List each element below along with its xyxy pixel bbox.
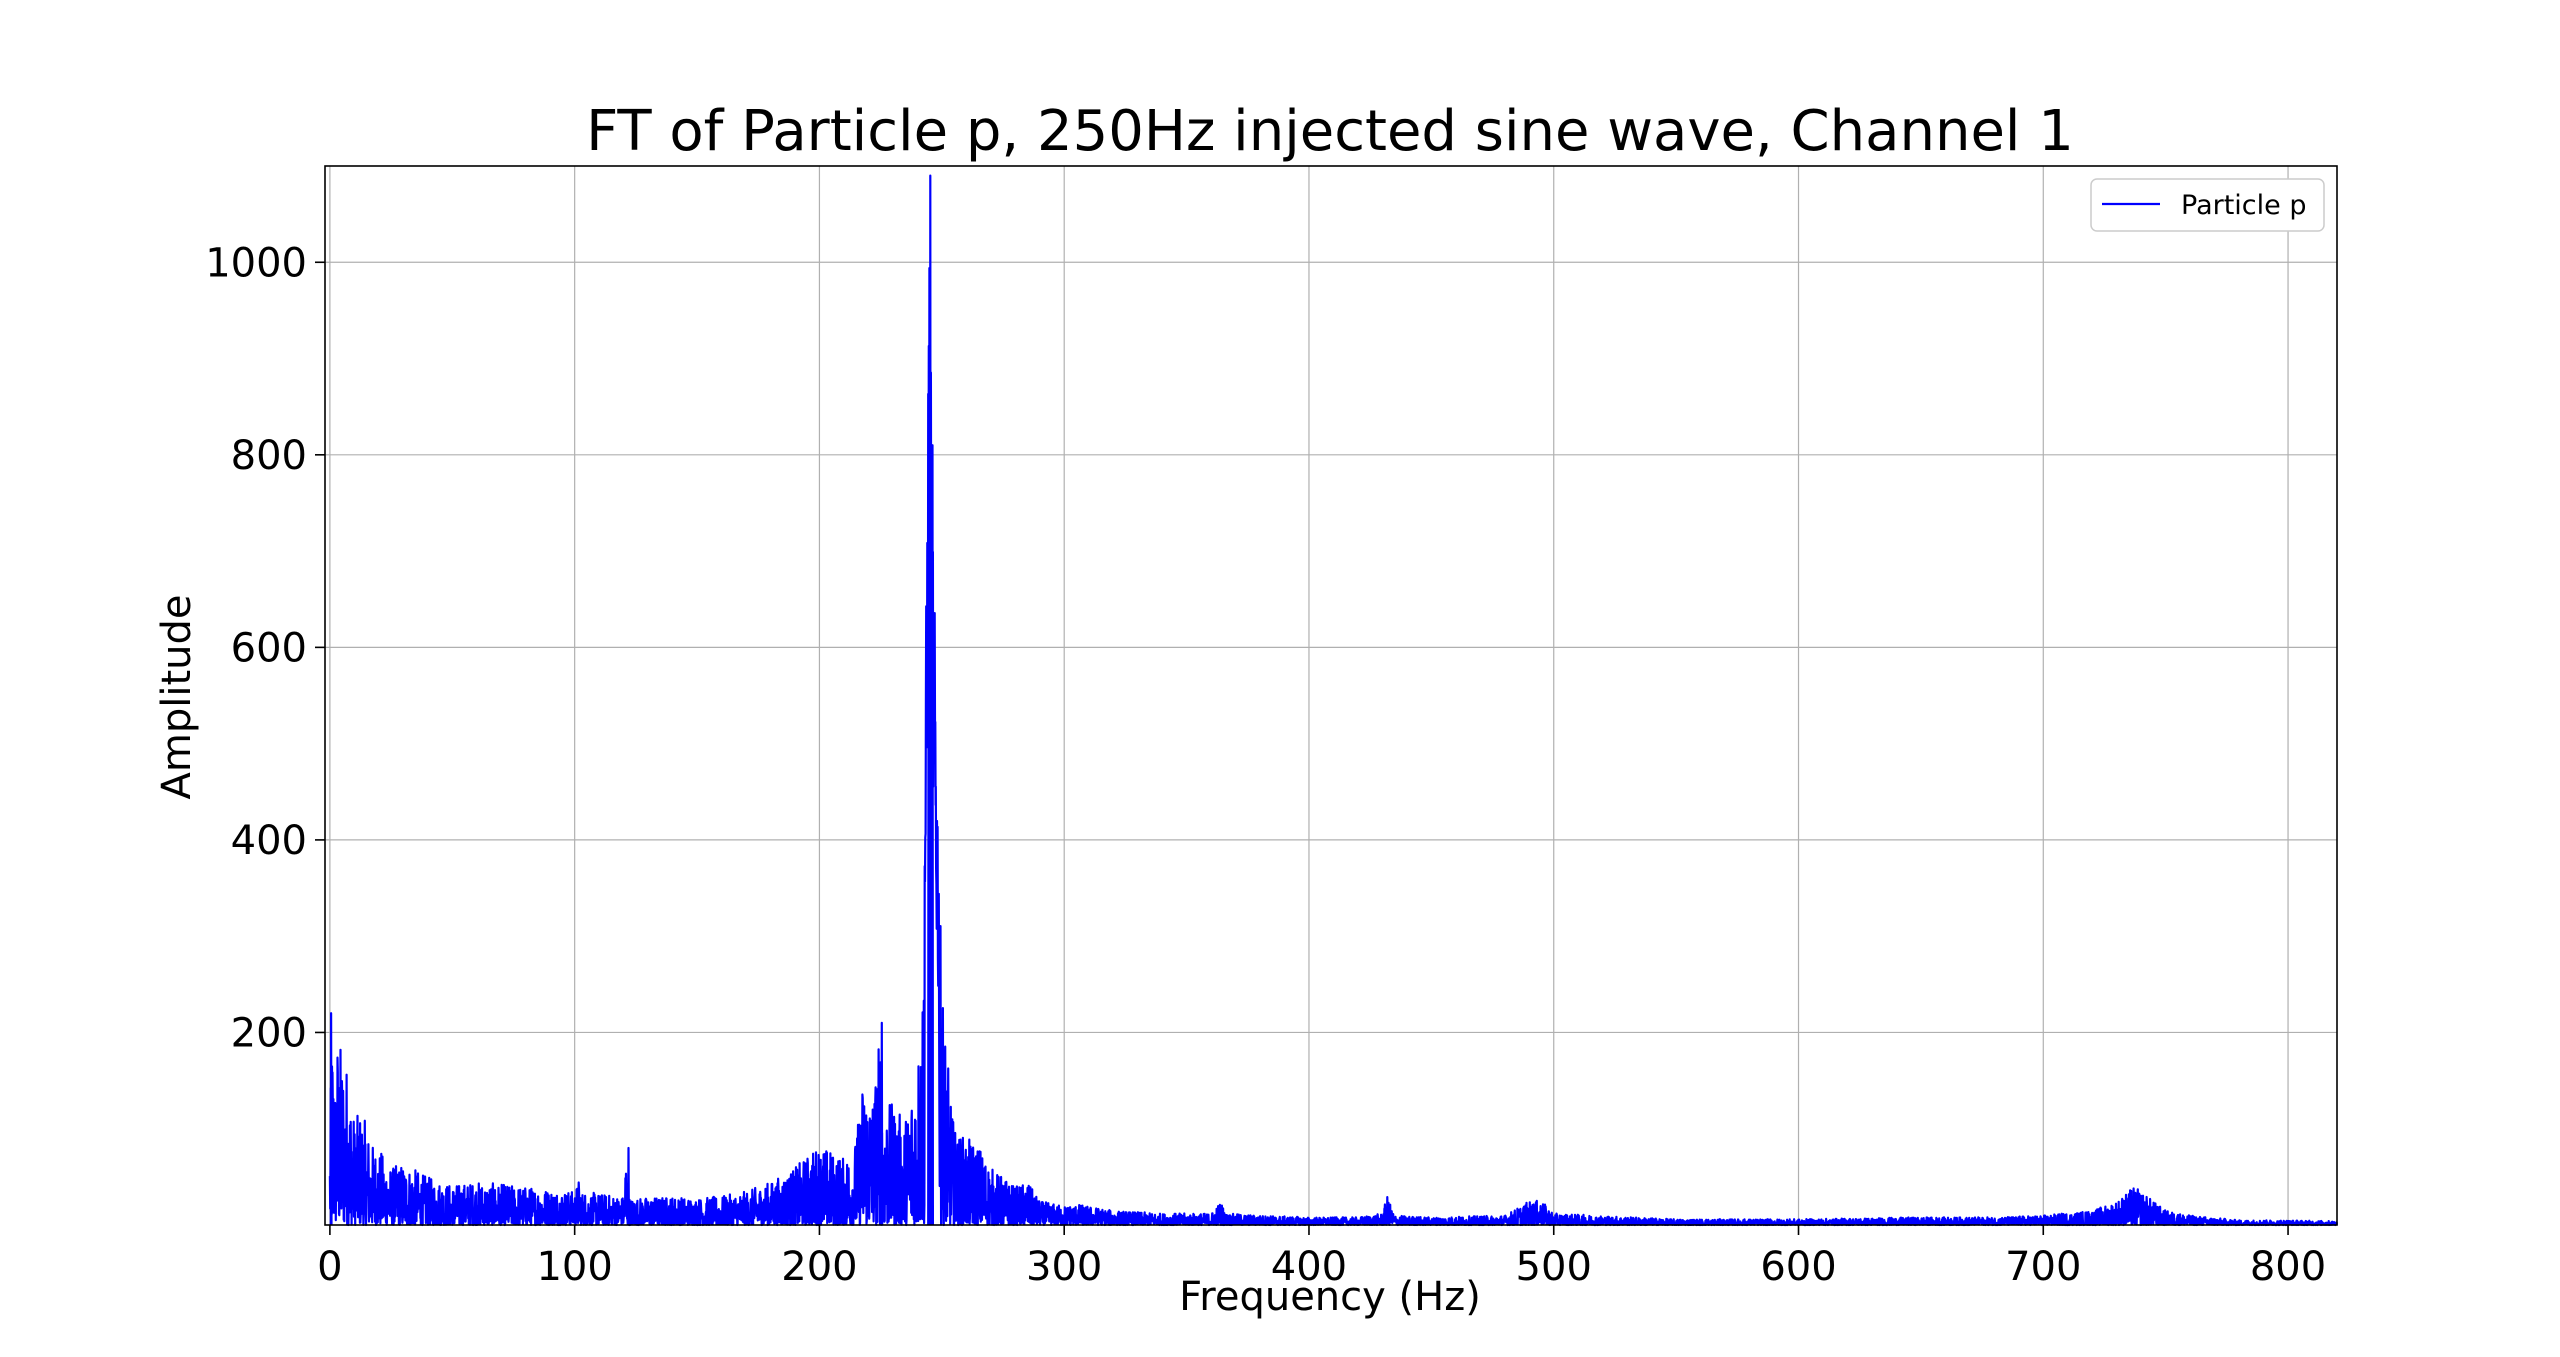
x-tick-label: 700 (2005, 1244, 2081, 1290)
x-tick-label: 300 (1026, 1244, 1102, 1290)
y-tick-label: 1000 (205, 240, 307, 286)
grid (325, 166, 2337, 1225)
legend: Particle p (2090, 178, 2325, 232)
y-axis: 200 400 600 800 1000 (205, 240, 325, 1056)
x-tick-label: 600 (1760, 1244, 1836, 1290)
x-axis: 0 100 200 300 400 500 600 700 800 (317, 1225, 2326, 1290)
y-tick-label: 200 (231, 1010, 307, 1056)
x-tick-label: 400 (1271, 1244, 1347, 1290)
x-tick-label: 800 (2250, 1244, 2326, 1290)
y-tick-label: 800 (231, 433, 307, 479)
legend-label-particle-p: Particle p (2181, 190, 2306, 221)
series-line-particle-p (328, 174, 2338, 1227)
x-tick-label: 100 (536, 1244, 612, 1290)
y-axis-title: Amplitude (154, 595, 200, 800)
chart-title: FT of Particle p, 250Hz injected sine wa… (586, 99, 2074, 164)
y-tick-label: 600 (231, 625, 307, 671)
x-tick-label: 500 (1516, 1244, 1592, 1290)
x-axis-title: Frequency (Hz) (1179, 1274, 1481, 1320)
axes-frame (324, 165, 2338, 1226)
legend-box (2090, 178, 2325, 232)
y-tick-label: 400 (231, 818, 307, 864)
x-tick-label: 200 (781, 1244, 857, 1290)
x-tick-label: 0 (317, 1244, 342, 1290)
